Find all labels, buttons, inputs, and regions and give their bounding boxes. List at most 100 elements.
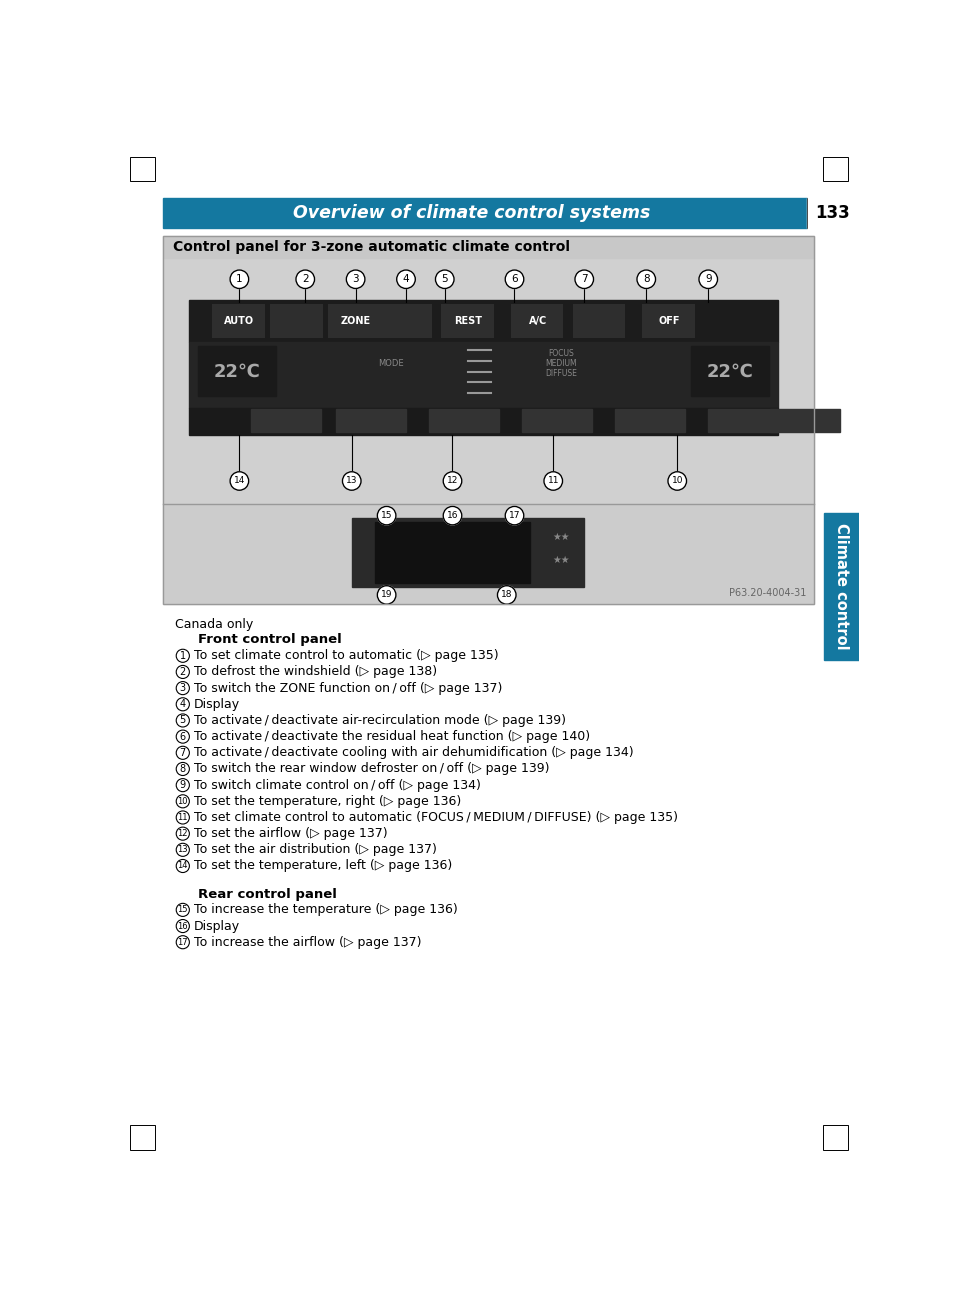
Text: 14: 14 [177, 862, 188, 871]
Bar [163, 505, 814, 604]
Text: 2: 2 [179, 666, 186, 677]
Circle shape [176, 811, 190, 824]
Circle shape [176, 920, 190, 933]
Bar [521, 409, 592, 432]
Text: 8: 8 [642, 274, 649, 285]
Text: To activate / deactivate the residual heat function (▷ page 140): To activate / deactivate the residual he… [193, 730, 589, 743]
Text: 19: 19 [380, 590, 392, 599]
Circle shape [497, 586, 516, 604]
Circle shape [667, 472, 686, 490]
Text: A/C: A/C [528, 316, 546, 326]
Circle shape [230, 270, 249, 289]
Text: AUTO: AUTO [224, 316, 254, 326]
Circle shape [435, 270, 454, 289]
Text: 18: 18 [500, 590, 512, 599]
Text: 3: 3 [179, 683, 186, 694]
Circle shape [699, 270, 717, 289]
Text: 16: 16 [446, 511, 457, 520]
Text: 12: 12 [446, 476, 457, 485]
Bar [769, 409, 840, 432]
Text: Canada only: Canada only [174, 619, 253, 631]
Text: To defrost the windshield (▷ page 138): To defrost the windshield (▷ page 138) [193, 665, 436, 678]
Text: To set climate control to automatic (FOCUS / MEDIUM / DIFFUSE) (▷ page 135): To set climate control to automatic (FOC… [193, 811, 677, 824]
Text: To set the temperature, right (▷ page 136): To set the temperature, right (▷ page 13… [193, 795, 460, 807]
Text: 11: 11 [547, 476, 558, 485]
Bar [691, 347, 768, 396]
Bar [641, 304, 695, 338]
Bar [440, 304, 493, 338]
Circle shape [176, 795, 190, 807]
Text: 1: 1 [235, 274, 242, 285]
Bar [806, 198, 858, 229]
Text: P63.20-4004-31: P63.20-4004-31 [728, 587, 806, 598]
Circle shape [346, 270, 365, 289]
Text: 15: 15 [380, 511, 392, 520]
Bar [572, 304, 624, 338]
Text: To activate / deactivate air-recirculation mode (▷ page 139): To activate / deactivate air-recirculati… [193, 714, 565, 727]
Text: Control panel for 3-zone automatic climate control: Control panel for 3-zone automatic clima… [172, 239, 569, 254]
Text: OFF: OFF [659, 316, 679, 326]
Bar [163, 236, 814, 604]
Circle shape [176, 827, 190, 840]
Text: 10: 10 [671, 476, 682, 485]
Text: 15: 15 [177, 906, 188, 915]
Text: Rear control panel: Rear control panel [198, 888, 336, 901]
Text: REST: REST [454, 316, 481, 326]
Bar [163, 258, 814, 505]
Bar [822, 1126, 847, 1150]
Text: 3: 3 [352, 274, 358, 285]
Text: 7: 7 [179, 748, 186, 758]
Text: To switch climate control on / off (▷ page 134): To switch climate control on / off (▷ pa… [193, 779, 480, 792]
Text: 11: 11 [177, 813, 188, 822]
Text: 6: 6 [511, 274, 517, 285]
Text: ZONE: ZONE [340, 316, 371, 326]
Bar [130, 1126, 154, 1150]
Bar [198, 347, 275, 396]
Circle shape [176, 697, 190, 710]
Bar [352, 518, 583, 587]
Text: 133: 133 [814, 204, 849, 223]
Text: 9: 9 [704, 274, 711, 285]
Text: To set climate control to automatic (▷ page 135): To set climate control to automatic (▷ p… [193, 650, 497, 663]
Circle shape [176, 650, 190, 663]
Text: 2: 2 [301, 274, 308, 285]
Text: ★★: ★★ [552, 555, 569, 565]
Circle shape [505, 270, 523, 289]
Bar [189, 300, 778, 343]
Text: 13: 13 [346, 476, 357, 485]
Circle shape [342, 472, 360, 490]
Text: 10: 10 [177, 797, 188, 806]
Text: 4: 4 [179, 699, 186, 709]
Text: 16: 16 [177, 921, 188, 930]
Text: 17: 17 [508, 511, 519, 520]
Text: MODE: MODE [377, 360, 403, 369]
Circle shape [377, 586, 395, 604]
Circle shape [443, 506, 461, 525]
Bar [822, 157, 847, 181]
Text: Display: Display [193, 697, 239, 710]
Text: To increase the temperature (▷ page 136): To increase the temperature (▷ page 136) [193, 903, 456, 916]
Text: To switch the rear window defroster on / off (▷ page 139): To switch the rear window defroster on /… [193, 762, 549, 775]
Text: 22℃: 22℃ [213, 362, 260, 380]
Text: 7: 7 [580, 274, 587, 285]
Circle shape [176, 936, 190, 949]
Text: 17: 17 [177, 938, 188, 947]
Bar [251, 409, 320, 432]
Text: Climate control: Climate control [833, 523, 848, 650]
Bar [707, 409, 778, 432]
Circle shape [176, 903, 190, 916]
Circle shape [176, 682, 190, 695]
Text: 14: 14 [233, 476, 245, 485]
Bar [510, 304, 562, 338]
Circle shape [543, 472, 562, 490]
Text: 4: 4 [402, 274, 409, 285]
Text: To set the airflow (▷ page 137): To set the airflow (▷ page 137) [193, 827, 387, 840]
Text: FOCUS: FOCUS [548, 349, 574, 358]
Text: To set the air distribution (▷ page 137): To set the air distribution (▷ page 137) [193, 844, 436, 857]
Circle shape [176, 779, 190, 792]
Bar [212, 304, 265, 338]
Bar [270, 304, 323, 338]
Text: 5: 5 [441, 274, 448, 285]
Bar [163, 236, 814, 258]
Bar [130, 157, 154, 181]
